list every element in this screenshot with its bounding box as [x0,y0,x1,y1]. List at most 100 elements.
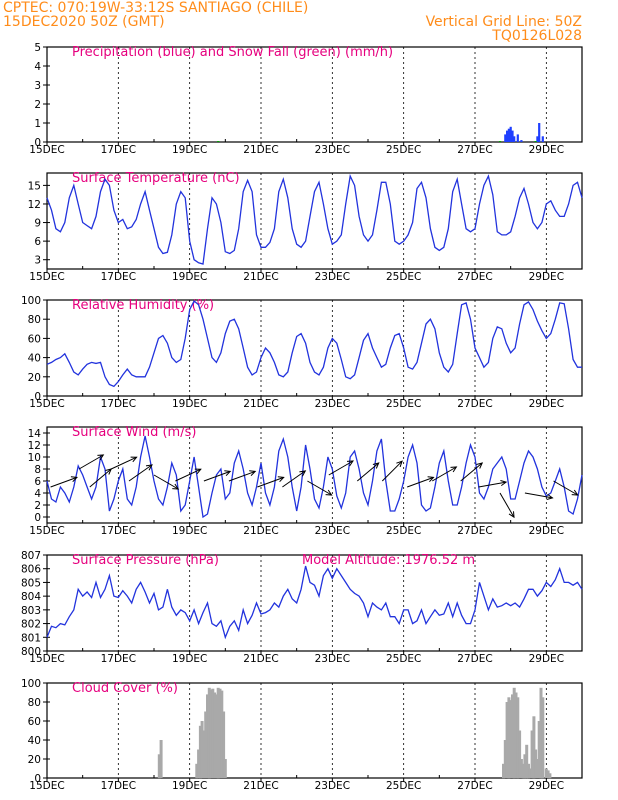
wind-arrow-head [130,456,138,463]
wind-arrow-shaft [153,474,179,490]
panel-rh: 0 20 40 60 80 100 15DEC 17DEC 19DEC 21DEC 23DEC 25D… [21,295,583,410]
wind-arrow-shaft [431,466,457,482]
ytick-label-rh: 0 [34,391,41,403]
bar-cloud [200,721,204,778]
ytick-label-temp: 6 [34,236,41,248]
bar-cloud [530,730,534,778]
series-line-temp [46,173,583,265]
header-line1: CPTEC: 070:19W-33:12S SANTIAGO (CHILE) [3,0,308,16]
xtick-label-rh: 21DEC [243,398,278,410]
bar-precip [504,134,507,142]
wind-arrow-shaft [228,470,256,482]
bar-cloud [519,759,523,778]
bar-cloud [528,768,532,778]
frame-rh [46,299,583,397]
wind-arrow-shaft [499,492,515,518]
wind-arrow-head [224,470,232,477]
xtick-label-temp: 19DEC [172,271,207,283]
bar-precip [509,126,512,142]
xtick-label-cloud: 19DEC [172,780,207,792]
xtick-label-pressure: 23DEC [315,653,350,665]
xtick-label-wind: 23DEC [315,525,350,537]
xtick-label-wind: 17DEC [101,525,136,537]
bar-cloud [214,694,218,778]
ytick-label-precip: 4 [34,61,41,73]
bar-cloud [511,694,514,778]
xtick-label-precip: 21DEC [243,144,278,156]
wind-arrow-shaft [307,480,332,496]
bar-cloud [207,687,211,779]
xtick-label-wind: 29DEC [529,525,564,537]
xtick-label-pressure: 17DEC [101,653,136,665]
wind-arrow-shaft [328,460,354,476]
ytick-label-temp: 3 [34,255,41,267]
ytick-label-temp: 9 [34,218,41,230]
bar-cloud [544,768,548,778]
xtick-label-pressure: 29DEC [529,653,564,665]
wind-arrow-head [299,470,307,477]
ytick-label-wind: 10 [28,452,41,464]
wind-arrow-head [249,470,257,477]
xtick-label-wind: 21DEC [243,525,278,537]
xtick-label-temp: 17DEC [101,271,136,283]
ytick-label-cloud: 20 [28,754,41,766]
ytick-label-wind: 8 [34,464,41,476]
xtick-label-temp: 15DEC [29,271,64,283]
xtick-label-cloud: 27DEC [457,780,492,792]
bar-precip [538,123,541,142]
ytick-label-pressure: 805 [21,577,41,589]
ytick-label-pressure: 800 [21,646,41,658]
ytick-label-wind: 12 [28,440,41,452]
panel-title-rh: Relative Humidity (%) [72,298,214,313]
ytick-label-temp: 12 [28,199,41,211]
wind-arrow-shaft [50,476,78,488]
wind-arrow-head [476,462,484,469]
ytick-label-wind: 0 [34,512,41,524]
panel-title-precip: Precipitation (blue) and Snow Fall (gree… [72,45,393,60]
xtick-label-precip: 23DEC [315,144,350,156]
ytick-label-pressure: 807 [21,550,41,562]
ytick-label-rh: 20 [28,372,41,384]
wind-arrow-head [571,489,579,496]
xtick-label-cloud: 23DEC [315,780,350,792]
bar-cloud [509,700,513,778]
xtick-label-cloud: 25DEC [386,780,421,792]
bar-cloud [548,773,552,779]
wind-arrow-shaft [282,470,306,488]
xtick-label-cloud: 15DEC [29,780,64,792]
bar-precip [513,136,516,142]
bar-cloud [222,711,226,778]
panel-annotation-pressure: Model Altitude: 1976.52 m [302,553,475,568]
wind-arrow-shaft [356,462,380,482]
wind-arrow-shaft [203,470,231,482]
wind-arrow-head [508,511,515,519]
bar-cloud [209,689,213,778]
series-line-wind [46,435,583,519]
wind-arrow-shaft [78,454,104,470]
ytick-label-pressure: 803 [21,605,41,617]
series-line-pressure [46,565,583,640]
header-code: TQ0126L028 [491,28,582,44]
bar-precip [520,140,523,142]
xtick-label-wind: 27DEC [457,525,492,537]
bar-precip [536,136,539,142]
bar-cloud [213,692,217,778]
xtick-label-wind: 19DEC [172,525,207,537]
ytick-label-precip: 0 [34,137,41,149]
ytick-label-precip: 2 [34,99,41,111]
bar-precip [541,136,544,142]
wind-arrow-head [427,476,435,483]
wind-arrow-head [346,460,354,467]
wind-arrow-shaft [524,492,553,499]
series-line-rh [46,299,582,388]
wind-arrow-shaft [478,481,507,488]
bar-cloud [516,697,520,779]
wind-arrow-head [194,468,202,475]
xtick-label-pressure: 15DEC [29,653,64,665]
panel-temp: 3 6 9 12 15 15DEC 17DEC 19DEC 21DEC 23DEC 25DEC 27D… [28,171,583,283]
ytick-label-wind: 14 [28,428,42,440]
wind-arrow-shaft [128,464,153,482]
xtick-label-cloud: 29DEC [529,780,564,792]
ytick-label-rh: 60 [28,333,41,345]
